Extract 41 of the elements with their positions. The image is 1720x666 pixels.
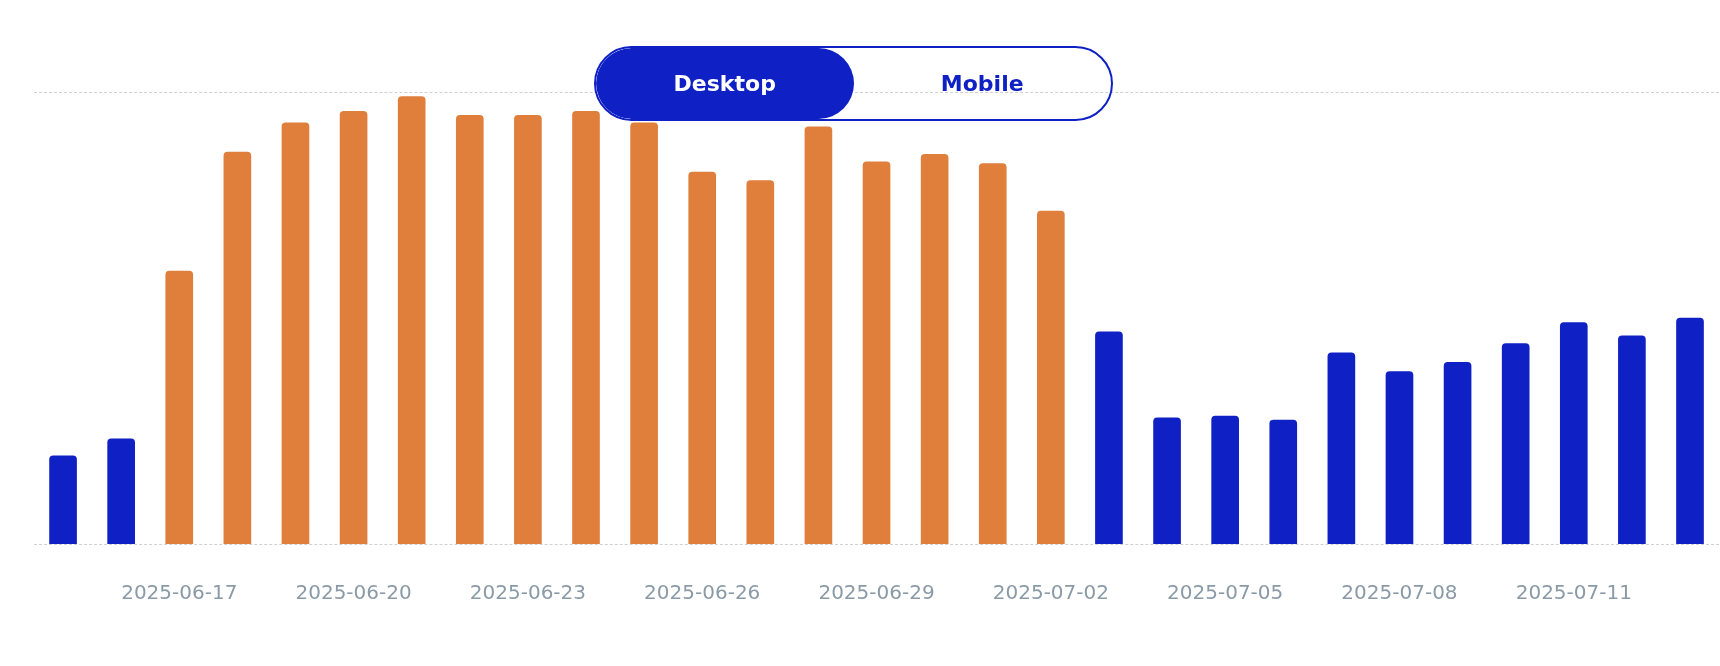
bar xyxy=(1037,210,1065,544)
bar xyxy=(165,270,194,544)
bar xyxy=(688,171,717,544)
bar xyxy=(49,455,77,544)
view-toggle: Desktop Mobile xyxy=(594,46,1113,121)
x-tick-label: 2025-07-02 xyxy=(992,580,1109,605)
bar xyxy=(862,161,891,544)
bar xyxy=(1618,335,1646,544)
bar xyxy=(1501,343,1530,544)
bar xyxy=(1327,352,1356,544)
bar xyxy=(223,151,252,544)
x-tick-label: 2025-06-26 xyxy=(644,580,761,605)
bar xyxy=(1443,361,1472,544)
x-tick-label: 2025-06-23 xyxy=(469,580,587,605)
bar xyxy=(1211,415,1239,544)
bar xyxy=(572,110,600,544)
bar xyxy=(920,153,949,544)
bar xyxy=(804,126,833,544)
x-tick-label: 2025-06-29 xyxy=(818,580,935,605)
bar xyxy=(630,122,658,544)
x-tick-label: 2025-06-20 xyxy=(295,580,412,605)
bar xyxy=(107,438,135,544)
bar xyxy=(1095,331,1123,544)
bar xyxy=(1269,419,1298,544)
x-tick-label: 2025-07-11 xyxy=(1515,580,1632,605)
x-tick-label: 2025-07-05 xyxy=(1167,580,1284,605)
x-tick-label: 2025-06-17 xyxy=(121,580,238,605)
bar xyxy=(1385,371,1414,544)
annotation: Mobile xyxy=(939,70,1025,98)
bar xyxy=(1676,317,1704,544)
bar xyxy=(514,114,542,544)
bar xyxy=(978,163,1007,544)
bar xyxy=(339,110,368,544)
bar xyxy=(397,96,426,544)
bar xyxy=(455,114,484,544)
bar xyxy=(746,180,775,544)
annotation: Desktop xyxy=(596,48,854,119)
bar xyxy=(1559,322,1588,544)
x-tick-label: 2025-07-08 xyxy=(1341,580,1458,605)
bar xyxy=(1153,417,1181,544)
bar xyxy=(281,122,310,544)
